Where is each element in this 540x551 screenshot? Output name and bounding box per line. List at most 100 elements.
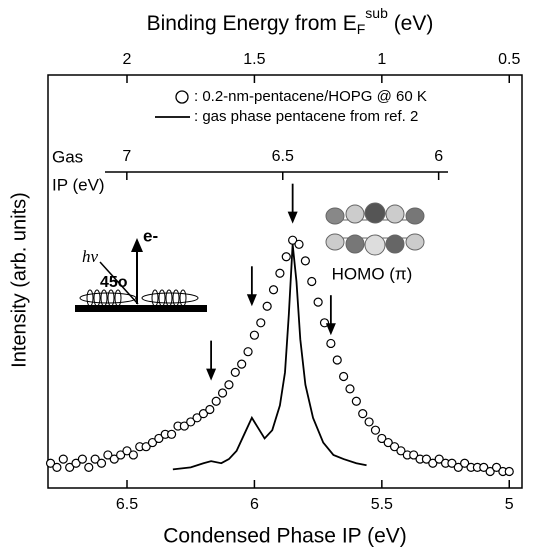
data-point: [103, 450, 113, 460]
data-point: [96, 458, 107, 468]
x-axis-title: Condensed Phase IP (eV): [163, 525, 407, 548]
legend-label: : 0.2-nm-pentacene/HOPG @ 60 K: [194, 88, 427, 105]
data-point: [224, 380, 234, 390]
data-point: [109, 454, 119, 464]
data-point: [479, 462, 489, 472]
data-point: [52, 462, 62, 472]
title-part: Binding Energy from E: [147, 12, 357, 35]
data-point: [262, 301, 272, 311]
data-point: [186, 417, 196, 427]
data-point: [90, 454, 100, 464]
data-point: [319, 318, 330, 328]
data-point: [364, 417, 374, 427]
data-point: [294, 239, 304, 249]
data-point: [205, 404, 215, 415]
data-point: [217, 388, 228, 398]
x-tick-label: 6: [250, 496, 259, 513]
gas-tick-label: 6.5: [272, 148, 294, 165]
data-point: [428, 458, 438, 468]
data-point: [377, 433, 387, 444]
x2-tick-label: 0.5: [498, 51, 520, 68]
title-part: F: [357, 21, 366, 37]
arrow: [246, 266, 257, 307]
data-point: [198, 409, 209, 419]
data-point: [211, 396, 221, 406]
data-line: [172, 244, 367, 471]
data-point: [122, 446, 132, 456]
data-point: [326, 338, 336, 349]
arrow-head: [206, 368, 217, 381]
data-point: [389, 442, 400, 452]
data-point: [128, 450, 138, 460]
title-part: (eV): [388, 12, 434, 35]
gas-axis-title: Gas: [52, 147, 83, 166]
data-point: [154, 433, 164, 444]
data-point: [358, 409, 368, 419]
arrow: [206, 340, 217, 381]
data-point: [383, 437, 393, 448]
data-point: [339, 371, 349, 382]
data-point: [345, 384, 355, 394]
data-point: [370, 425, 381, 435]
x2-tick-label: 1.5: [243, 51, 265, 68]
arrow: [287, 183, 298, 224]
data-point: [256, 318, 266, 328]
data-point: [116, 450, 126, 460]
data-point: [243, 347, 253, 357]
data-point: [65, 462, 75, 472]
data-point: [300, 256, 310, 266]
data-point: [453, 462, 463, 472]
data-point: [141, 442, 151, 452]
arrow-head: [287, 211, 298, 224]
x-tick-label: 5.5: [371, 496, 393, 513]
chart-title: Binding Energy from EFsub (eV): [147, 5, 434, 37]
data-point: [147, 437, 158, 448]
data-point: [491, 462, 502, 472]
gas-tick-label: 7: [122, 148, 131, 165]
legend-label: : gas phase pentacene from ref. 2: [194, 108, 418, 125]
data-point: [166, 429, 177, 439]
data-point: [84, 462, 94, 472]
arrow-head: [246, 294, 257, 307]
data-point: [237, 359, 247, 369]
data-point: [396, 446, 406, 456]
photon-label: hν: [82, 247, 99, 266]
data-point: [460, 458, 470, 468]
data-point: [71, 458, 81, 468]
legend-marker: [175, 90, 189, 104]
x2-tick-label: 2: [123, 51, 132, 68]
data-point: [313, 297, 323, 307]
x2-tick-label: 1: [377, 51, 386, 68]
angle-label: 45o: [100, 274, 128, 291]
data-point: [192, 413, 202, 423]
x-tick-label: 6.5: [116, 496, 138, 513]
data-point: [45, 458, 56, 468]
data-point: [288, 235, 298, 245]
x-tick-label: 5: [505, 496, 514, 513]
data-point: [409, 450, 419, 460]
orbital-label: HOMO (π): [332, 264, 413, 283]
data-point: [268, 285, 279, 295]
gas-tick-label: 6: [434, 148, 443, 165]
data-point: [179, 421, 189, 431]
plot-frame: [47, 74, 523, 489]
arrow-head: [325, 323, 336, 336]
data-point: [351, 396, 361, 406]
data-point: [434, 454, 444, 464]
title-part: sub: [365, 5, 388, 21]
data-point: [485, 466, 495, 477]
data-point: [332, 355, 342, 365]
gas-axis-title: IP (eV): [52, 175, 105, 194]
electron-label: e-: [143, 226, 158, 245]
y-axis-title: Intensity (arb. units): [8, 192, 30, 368]
data-point: [421, 454, 432, 464]
data-point: [281, 252, 291, 262]
data-point: [230, 367, 240, 377]
data-point: [58, 454, 68, 464]
data-point: [275, 268, 285, 278]
data-point: [77, 454, 88, 464]
data-point: [447, 458, 457, 468]
inset-sketch: hν 45o e-: [75, 226, 207, 312]
data-point: [504, 466, 514, 477]
